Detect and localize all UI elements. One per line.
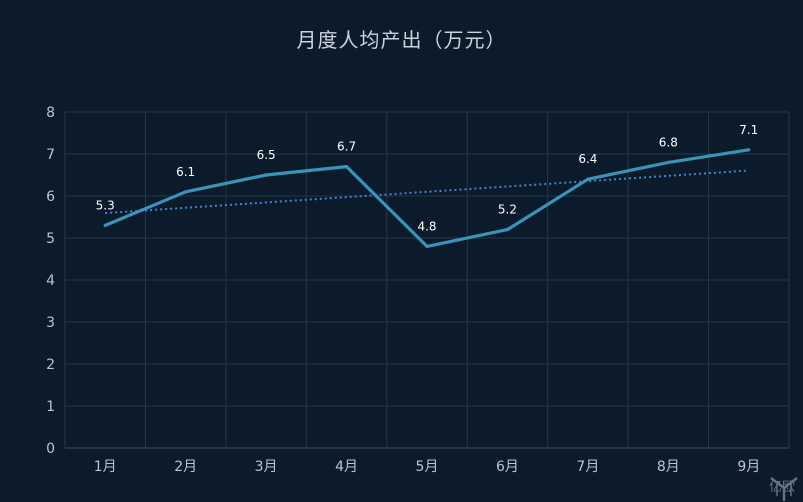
data-label: 6.1 <box>176 165 195 179</box>
y-tick-label: 7 <box>46 147 55 163</box>
y-tick-label: 0 <box>46 441 55 457</box>
data-label: 6.4 <box>578 152 597 166</box>
y-tick-label: 1 <box>46 399 55 415</box>
x-tick-label: 3月 <box>255 459 278 475</box>
data-label: 6.7 <box>337 140 356 154</box>
x-tick-label: 1月 <box>94 459 117 475</box>
x-tick-label: 2月 <box>174 459 197 475</box>
data-point <box>103 223 107 227</box>
y-tick-label: 5 <box>46 231 55 247</box>
data-point <box>747 148 751 152</box>
data-point <box>344 165 349 169</box>
data-label: 7.1 <box>739 123 758 137</box>
data-point <box>425 244 429 248</box>
x-tick-label: 9月 <box>737 459 760 475</box>
y-tick-label: 3 <box>46 315 55 331</box>
chart-title: 月度人均产出（万元） <box>296 28 507 52</box>
x-tick-label: 7月 <box>576 459 599 475</box>
yiou-logo-icon <box>770 477 798 501</box>
x-tick-label: 5月 <box>416 459 439 475</box>
x-tick-label: 4月 <box>335 459 358 475</box>
data-label: 5.3 <box>96 198 115 212</box>
data-label: 6.5 <box>257 148 276 162</box>
y-tick-label: 6 <box>46 189 55 205</box>
data-point <box>184 190 188 194</box>
data-label: 4.8 <box>417 219 436 233</box>
data-label: 5.2 <box>498 203 517 217</box>
watermark: 亿欧 <box>769 476 798 501</box>
x-tick-label: 6月 <box>496 459 519 475</box>
y-tick-label: 4 <box>46 273 55 289</box>
y-tick-label: 8 <box>46 105 55 121</box>
data-point <box>505 228 510 232</box>
data-point <box>586 177 590 181</box>
data-label: 6.8 <box>659 135 678 149</box>
data-point <box>666 160 670 164</box>
y-tick-label: 2 <box>46 357 55 373</box>
x-tick-label: 8月 <box>657 459 680 475</box>
data-point <box>264 173 268 177</box>
trendline <box>105 169 749 215</box>
